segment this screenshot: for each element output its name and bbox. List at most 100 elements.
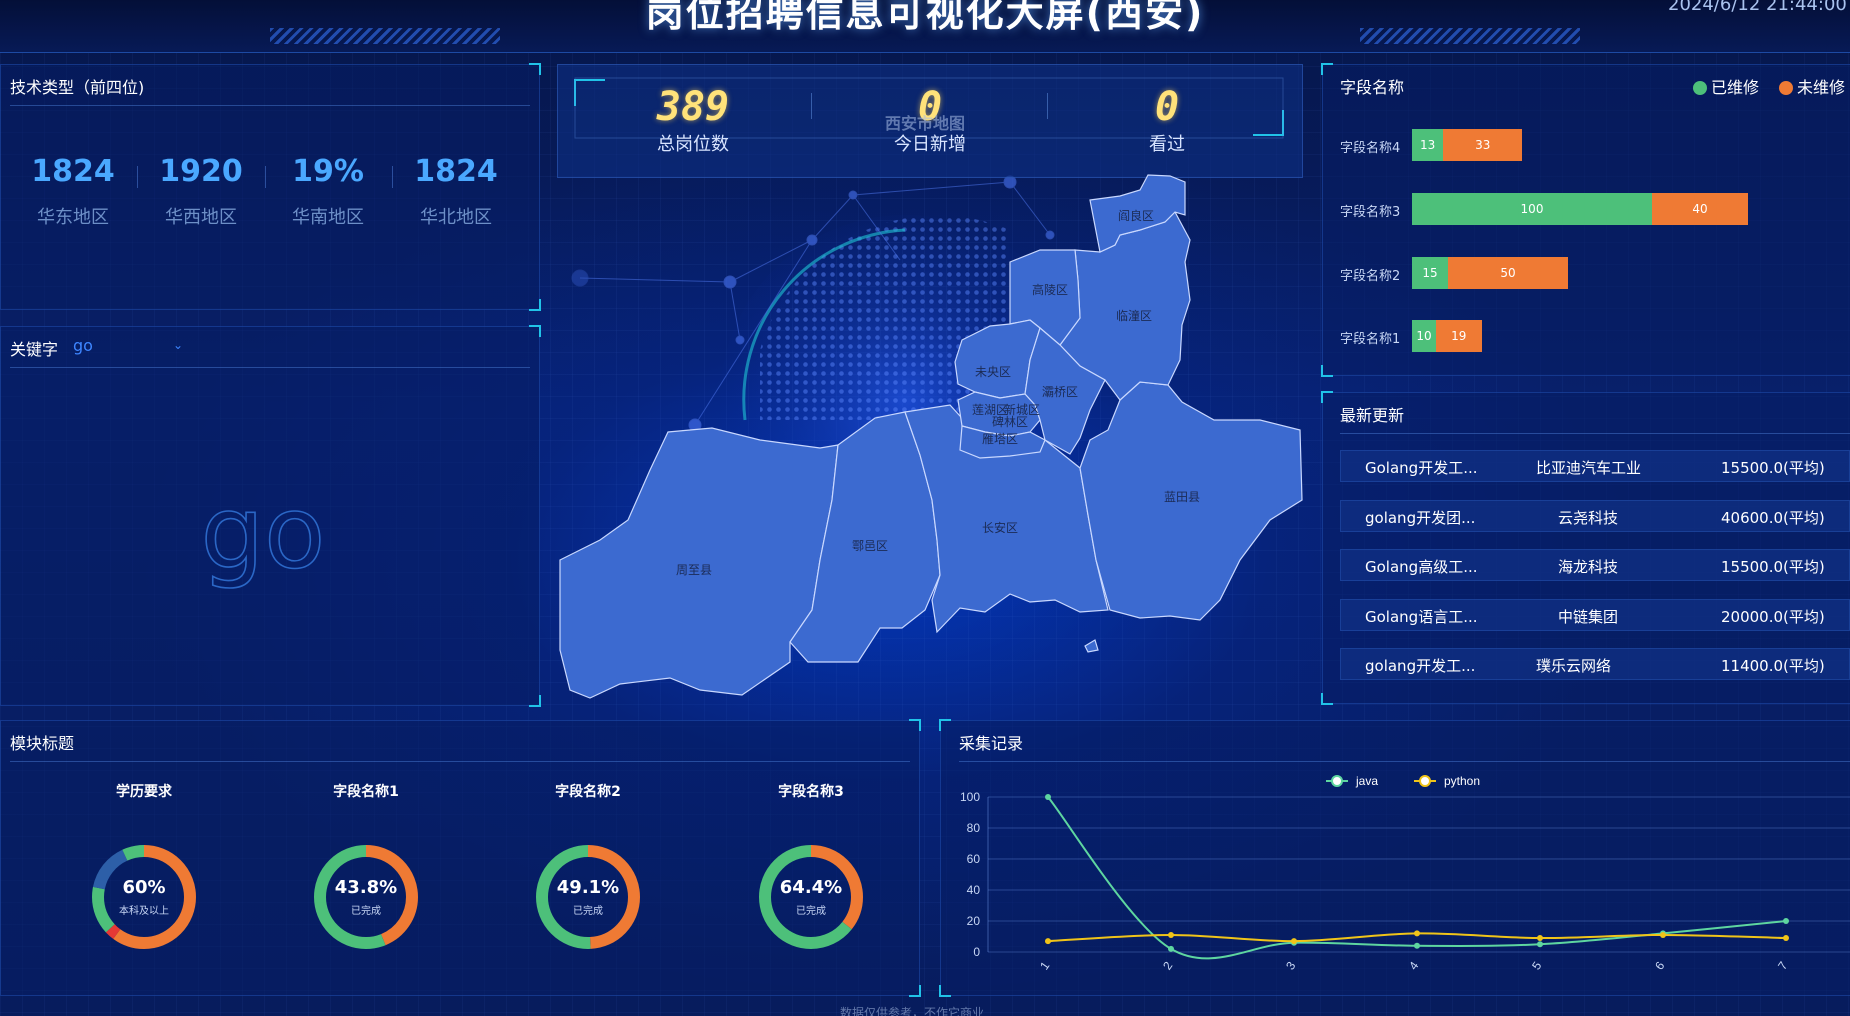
district-island[interactable] xyxy=(1084,639,1099,653)
bar-category-label: 字段名称3 xyxy=(1340,205,1401,220)
salary-cell: 11400.0(平均) xyxy=(1721,657,1825,675)
bar-segment[interactable]: 19 xyxy=(1436,320,1482,352)
donut-segment[interactable] xyxy=(759,845,863,949)
corner-decoration xyxy=(909,985,921,997)
stat-east: 1824 华东地区 xyxy=(13,154,133,229)
salary-cell: 15500.0(平均) xyxy=(1721,558,1825,576)
district-label: 蓝田县 xyxy=(1164,490,1200,504)
salary-cell: 15500.0(平均) xyxy=(1721,459,1825,477)
data-point[interactable] xyxy=(1537,935,1543,942)
stat-value: 19% xyxy=(292,154,364,189)
update-row[interactable]: Golang高级工... 海龙科技 15500.0(平均) xyxy=(1340,549,1850,581)
data-point[interactable] xyxy=(1783,935,1789,942)
data-point[interactable] xyxy=(1414,942,1420,949)
stat-value: 1824 xyxy=(31,154,115,189)
legend-label: 未维修 xyxy=(1797,78,1846,97)
company-cell: 中链集团 xyxy=(1558,608,1619,626)
x-tick-label: 3 xyxy=(1283,959,1298,973)
corner-decoration xyxy=(909,719,921,731)
donut-value: 49.1% xyxy=(556,877,620,898)
donut-segment[interactable] xyxy=(536,845,640,949)
tech-type-panel: 技术类型（前四位) xyxy=(0,63,541,311)
corner-decoration xyxy=(1321,391,1333,403)
donut-subtitle: 已完成 xyxy=(351,906,381,917)
legend-marker xyxy=(1419,775,1431,787)
counter-label: 今日新增 xyxy=(894,134,966,155)
job-title-cell: golang开发工... xyxy=(1365,657,1476,675)
line-legend-python[interactable]: python xyxy=(1414,774,1480,788)
district-yanliang[interactable] xyxy=(1089,174,1186,253)
donut-segment[interactable] xyxy=(92,845,196,949)
bar-segment[interactable]: 13 xyxy=(1412,129,1444,161)
donut-segment[interactable] xyxy=(92,845,196,949)
data-point[interactable] xyxy=(1045,938,1051,945)
bar-segment[interactable]: 40 xyxy=(1652,193,1748,225)
stat-west: 1920 华西地区 xyxy=(141,154,261,229)
bar-segment[interactable]: 33 xyxy=(1443,129,1523,161)
donut-center: 60% 本科及以上 xyxy=(84,877,204,917)
data-point[interactable] xyxy=(1291,938,1297,945)
stat-divider xyxy=(392,166,393,188)
legend-repaired[interactable]: 已维修 xyxy=(1693,74,1759,98)
counter-total-jobs: 389 总岗位数 xyxy=(593,84,793,156)
update-row[interactable]: golang开发工... 璞乐云网络 11400.0(平均) xyxy=(1340,648,1850,680)
keyword-selected-value: go xyxy=(73,335,93,355)
corner-decoration xyxy=(529,325,541,337)
donut-segment[interactable] xyxy=(314,845,418,949)
donut-subtitle: 已完成 xyxy=(573,906,603,917)
update-row[interactable]: Golang开发工... 比亚迪汽车工业 15500.0(平均) xyxy=(1340,450,1850,482)
data-point[interactable] xyxy=(1783,918,1789,924)
company-cell: 璞乐云网络 xyxy=(1536,657,1612,675)
keyword-select[interactable]: go ⌄ xyxy=(73,331,183,359)
data-point[interactable] xyxy=(1168,945,1174,952)
data-point[interactable] xyxy=(1168,931,1174,938)
counter-value: 0 xyxy=(917,84,943,130)
module-panel-title: 模块标题 xyxy=(10,734,75,753)
bar-segment[interactable]: 15 xyxy=(1412,257,1448,289)
data-point[interactable] xyxy=(1660,931,1666,938)
panel-divider xyxy=(1340,433,1850,434)
updates-panel-title: 最新更新 xyxy=(1340,406,1405,425)
bar-segment[interactable]: 10 xyxy=(1412,320,1436,352)
counter-label: 看过 xyxy=(1149,134,1185,155)
y-tick-label: 20 xyxy=(967,914,981,928)
bar-category-label: 字段名称4 xyxy=(1340,141,1401,156)
line-legend-java[interactable]: java xyxy=(1326,774,1378,788)
footer-note: 数据仅供参考，不作它商业 xyxy=(840,1006,985,1016)
data-point[interactable] xyxy=(1537,941,1543,948)
stat-divider xyxy=(265,166,266,188)
y-tick-label: 0 xyxy=(973,945,980,959)
chevron-down-icon[interactable]: ⌄ xyxy=(172,338,183,352)
corner-decoration xyxy=(1321,365,1333,377)
data-point[interactable] xyxy=(1414,930,1420,937)
legend-unrepaired[interactable]: 未维修 xyxy=(1779,74,1845,98)
district-label: 碑林区 xyxy=(992,414,1028,429)
counter-divider xyxy=(811,93,812,119)
header-bar: 岗位招聘信息可视化大屏(西安) 2024/6/12 21:44:00 xyxy=(0,0,1850,53)
globe-dots xyxy=(760,215,1010,420)
donut-value: 43.8% xyxy=(334,877,398,898)
update-row[interactable]: Golang语言工... 中链集团 20000.0(平均) xyxy=(1340,599,1850,631)
data-point[interactable] xyxy=(1045,794,1051,800)
legend-dot xyxy=(1693,81,1707,95)
stat-label: 华南地区 xyxy=(292,207,364,228)
legend-label: 已维修 xyxy=(1711,78,1760,97)
counter-viewed: 0 看过 xyxy=(1067,84,1267,156)
corner-decoration xyxy=(529,299,541,311)
district-yanta[interactable] xyxy=(959,425,1046,459)
donut-title: 字段名称2 xyxy=(555,784,621,800)
corner-decoration xyxy=(939,719,951,731)
page-title: 岗位招聘信息可视化大屏(西安) xyxy=(645,0,1205,35)
donut-title: 字段名称1 xyxy=(333,784,399,800)
panel-divider xyxy=(10,761,910,762)
donut-chart xyxy=(92,845,196,949)
keyword-label: 关键字 xyxy=(10,340,59,359)
bar-segment[interactable]: 50 xyxy=(1448,257,1568,289)
company-cell: 海龙科技 xyxy=(1558,558,1619,576)
bar-segment[interactable]: 100 xyxy=(1412,193,1652,225)
update-row[interactable]: golang开发团... 云尧科技 40600.0(平均) xyxy=(1340,500,1850,532)
corner-decoration xyxy=(529,695,541,707)
